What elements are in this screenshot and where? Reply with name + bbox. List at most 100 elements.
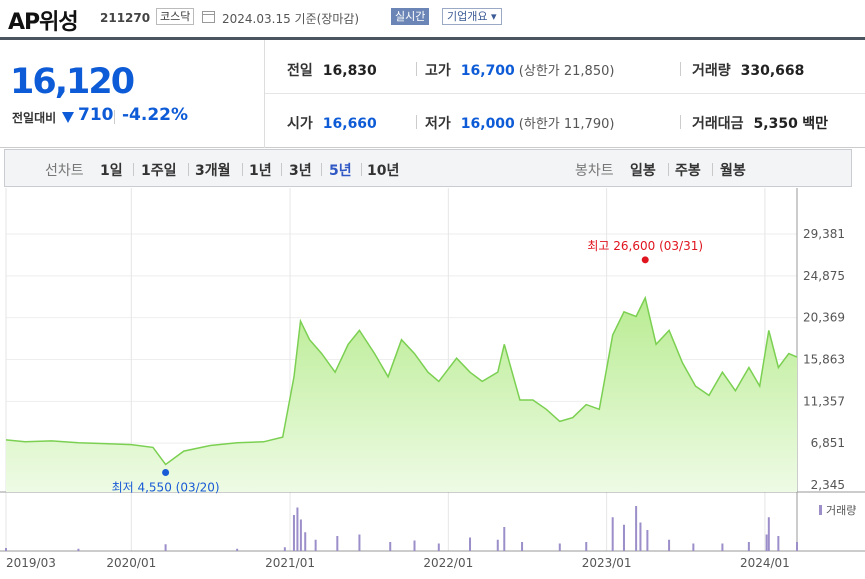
x-tick-label: 2022/01: [423, 556, 473, 570]
volume-bar: [496, 539, 499, 551]
y-tick-label: 15,863: [803, 353, 845, 367]
x-tick-label: 2019/03: [6, 556, 56, 570]
stock-name: AP위성: [8, 10, 79, 35]
stock-code: 211270: [100, 11, 151, 25]
price-chart-svg: 29,381 24,875 20,369 15,863 11,357 6,851 2,345…: [0, 188, 865, 570]
stock-header: AP위성 211270 코스닥 2024.03.15 기준(장마감) 실시간 기…: [0, 0, 865, 40]
tab-divider: [133, 163, 134, 176]
current-price: 16,120: [10, 62, 135, 102]
header-divider: [0, 37, 865, 40]
volume-bar: [236, 548, 239, 551]
volume-bar: [413, 540, 416, 551]
volume-bar: [765, 534, 768, 551]
cell-divider: [680, 62, 681, 76]
chart-grid: [0, 188, 865, 552]
candle-chart-label: 봉차트: [575, 163, 614, 179]
volume-bar: [558, 543, 561, 551]
down-triangle-icon: [62, 112, 74, 123]
company-overview-dropdown[interactable]: 기업개요 ▾: [442, 8, 502, 25]
volume-bar: [296, 507, 299, 551]
volume-bar: [585, 542, 588, 551]
volume-bar: [164, 544, 167, 551]
volume-bar: [611, 517, 614, 551]
tab-divider: [668, 163, 669, 176]
calendar-icon: [202, 11, 215, 23]
tab-weekly[interactable]: 주봉: [675, 163, 701, 179]
volume-bar: [747, 542, 750, 551]
chart-tabs: 선차트 1일 1주일 3개월 1년 3년 5년 10년 봉차트 일봉 주봉 월봉: [4, 149, 852, 187]
tab-divider: [281, 163, 282, 176]
volume-bar: [639, 522, 642, 551]
volume-bar: [469, 537, 472, 551]
volume-bar: [5, 548, 7, 551]
volume-bar: [389, 542, 392, 551]
change-percent: -4.22%: [122, 105, 189, 125]
day-high: 고가 16,700 (상한가 21,850): [425, 63, 615, 79]
y-tick-label: 2,345: [811, 478, 845, 492]
volume-bar: [314, 539, 317, 551]
volume-bar: [646, 530, 649, 551]
volume-bar: [299, 519, 302, 551]
y-tick-label: 20,369: [803, 311, 845, 325]
x-axis-labels: 2019/03 2020/01 2021/01 2022/01 2023/01 2024/…: [6, 556, 790, 570]
price-line: [5, 295, 798, 466]
tab-1y[interactable]: 1년: [249, 163, 272, 179]
tab-1w[interactable]: 1주일: [141, 163, 177, 179]
quote-date: 2024.03.15 기준(장마감): [222, 12, 360, 26]
change-divider: [114, 110, 115, 124]
y-axis-labels: 29,381 24,875 20,369 15,863 11,357 6,851 2,345: [803, 227, 845, 492]
realtime-button[interactable]: 실시간: [391, 8, 430, 25]
volume-bar: [668, 539, 671, 551]
volume-bar: [622, 524, 625, 551]
tab-monthly[interactable]: 월봉: [720, 163, 746, 179]
change-label: 전일대비: [12, 111, 57, 125]
volume-bar: [283, 547, 286, 551]
tab-divider: [321, 163, 322, 176]
volume-bar: [767, 517, 770, 551]
tab-3y[interactable]: 3년: [289, 163, 312, 179]
tab-3m[interactable]: 3개월: [195, 163, 231, 179]
tab-divider: [188, 163, 189, 176]
prev-close: 전일 16,830: [287, 63, 377, 79]
x-tick-label: 2023/01: [582, 556, 632, 570]
tab-divider: [712, 163, 713, 176]
tab-1d[interactable]: 1일: [100, 163, 123, 179]
y-tick-label: 24,875: [803, 269, 845, 283]
volume-bar: [358, 534, 361, 551]
x-tick-label: 2021/01: [265, 556, 315, 570]
y-tick-label: 29,381: [803, 227, 845, 241]
volume-bar: [521, 542, 524, 551]
day-low: 저가 16,000 (하한가 11,790): [425, 116, 615, 132]
volume-legend-swatch: [819, 505, 822, 515]
high-marker: [641, 256, 649, 264]
low-annotation: 최저 4,550 (03/20): [112, 481, 220, 495]
volume-bar: [503, 527, 506, 551]
line-chart-label: 선차트: [45, 163, 84, 179]
cell-divider: [416, 62, 417, 76]
change-amount: 710: [78, 105, 114, 125]
volume-bar: [777, 536, 780, 551]
tab-divider: [242, 163, 243, 176]
x-tick-label: 2024/01: [740, 556, 790, 570]
current-price-panel: 16,120 전일대비 710 -4.22%: [0, 40, 265, 148]
cell-divider: [680, 115, 681, 129]
price-area: [6, 297, 797, 492]
high-annotation: 최고 26,600 (03/31): [587, 239, 703, 253]
tab-daily[interactable]: 일봉: [630, 163, 656, 179]
volume-bar: [77, 548, 80, 551]
volume-bar: [692, 543, 695, 551]
volume: 거래량 330,668: [692, 63, 805, 79]
y-tick-label: 6,851: [811, 436, 845, 450]
cell-divider: [416, 115, 417, 129]
volume-bars: [5, 506, 798, 551]
quote-row-divider: [265, 93, 865, 94]
volume-bar: [437, 543, 440, 551]
volume-bar: [721, 543, 724, 551]
volume-bar: [304, 532, 307, 551]
volume-legend: 거래량: [826, 504, 856, 517]
volume-bar: [336, 536, 339, 551]
tab-10y[interactable]: 10년: [367, 163, 400, 179]
market-badge: 코스닥: [156, 8, 195, 25]
volume-bar: [635, 506, 638, 551]
tab-5y[interactable]: 5년: [329, 163, 352, 179]
